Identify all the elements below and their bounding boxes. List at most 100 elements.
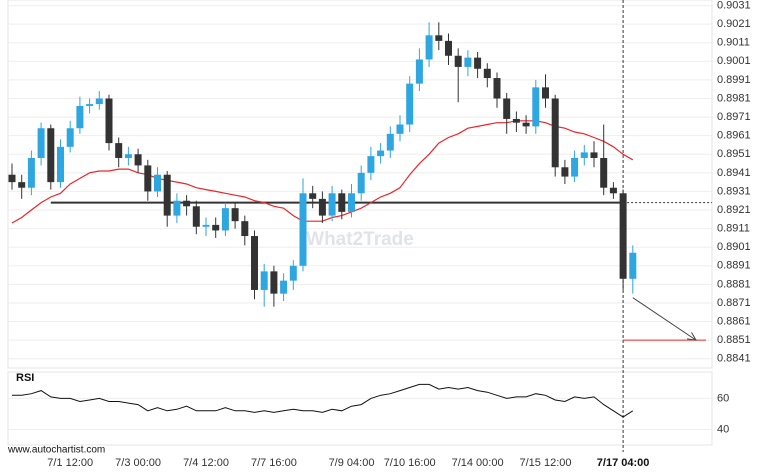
candle-body — [134, 154, 142, 166]
candle-body — [406, 83, 414, 125]
y-tick-label: 0.9011 — [717, 37, 750, 49]
candle-body — [493, 78, 501, 99]
candle-body — [105, 98, 113, 144]
candle-body — [464, 57, 472, 67]
candle-body — [415, 59, 423, 84]
candle-body — [57, 146, 64, 183]
x-tick-label: 7/15 12:00 — [520, 457, 572, 469]
candle-body — [18, 182, 26, 188]
y-tick-label: 0.8951 — [717, 148, 751, 160]
y-tick-label: 0.8931 — [717, 185, 751, 197]
candle-body — [474, 57, 482, 69]
y-tick-label: 0.8911 — [717, 223, 750, 235]
y-tick-label: 0.8981 — [717, 92, 751, 104]
watermark: What2Trade — [306, 229, 414, 250]
rsi-tick-label: 40 — [717, 423, 729, 435]
candle-body — [522, 122, 530, 127]
candle-body — [561, 167, 569, 177]
candle-body — [299, 193, 307, 266]
candle-body — [590, 152, 598, 158]
candle-body — [95, 98, 103, 105]
candle-body — [580, 152, 588, 158]
rsi-tick-label: 60 — [717, 392, 729, 404]
candle-body — [629, 252, 637, 279]
candle-body — [483, 68, 491, 79]
y-tick-label: 0.8961 — [717, 130, 751, 142]
x-tick-label: 7/3 00:00 — [115, 457, 161, 469]
candle-body — [212, 224, 220, 231]
candle-body — [445, 40, 452, 56]
candle-body — [348, 193, 355, 212]
x-tick-label: 7/7 16:00 — [251, 457, 297, 469]
x-tick-label: 7/10 16:00 — [384, 457, 436, 469]
y-tick-label: 0.8861 — [717, 315, 751, 327]
candle-body — [231, 208, 239, 222]
candle-body — [86, 104, 94, 106]
candle-body — [289, 265, 297, 281]
y-tick-label: 0.8851 — [717, 334, 751, 346]
y-tick-label: 0.9021 — [717, 18, 751, 30]
candle-body — [37, 128, 45, 158]
x-tick-label: 7/1 12:00 — [47, 457, 93, 469]
x-tick-label: 7/14 00:00 — [452, 457, 504, 469]
candle-body — [318, 198, 326, 216]
price-panel — [7, 0, 713, 369]
candle-body — [66, 128, 74, 147]
target-arrow — [632, 297, 697, 341]
candle-body — [124, 154, 132, 158]
y-tick-label: 0.8971 — [717, 111, 751, 123]
x-tick-label: 7/17 04:00 — [597, 457, 650, 469]
candle-body — [512, 118, 520, 123]
candle-body — [609, 187, 617, 194]
candle-body — [202, 224, 210, 227]
arrow-head — [687, 332, 697, 341]
candle-body — [173, 200, 181, 216]
candle-body — [542, 87, 549, 99]
candle-body — [280, 280, 288, 294]
candle-body — [251, 236, 258, 290]
candle-body — [221, 208, 229, 231]
x-tick-label: 7/9 04:00 — [329, 457, 375, 469]
candle-body — [192, 206, 200, 227]
candle-body — [27, 157, 35, 188]
candle-body — [328, 193, 336, 216]
candle-body — [571, 157, 579, 177]
candle-body — [600, 157, 608, 188]
rsi-label: RSI — [16, 372, 34, 384]
candle-body — [115, 143, 123, 158]
candle-body — [425, 35, 433, 60]
candle-body — [163, 174, 171, 216]
candle-body — [386, 133, 394, 151]
candle-body — [377, 150, 385, 157]
candle-body — [154, 174, 161, 192]
candle-body — [144, 165, 152, 192]
candle-body — [435, 35, 443, 41]
candle-body — [367, 156, 375, 173]
candle-body — [454, 55, 462, 67]
candle-body — [503, 98, 511, 119]
x-tick-label: 7/4 12:00 — [183, 457, 229, 469]
candle-body — [338, 193, 346, 212]
candle-body — [8, 174, 16, 183]
y-tick-label: 0.8891 — [717, 260, 751, 272]
candle-body — [619, 193, 627, 279]
candle-body — [183, 200, 191, 207]
y-tick-label: 0.8871 — [717, 297, 751, 309]
y-tick-label: 0.9001 — [717, 55, 751, 67]
rsi-line — [12, 383, 634, 418]
y-tick-label: 0.8991 — [717, 74, 751, 86]
y-tick-label: 0.8941 — [717, 167, 751, 179]
y-tick-label: 0.8881 — [717, 278, 751, 290]
source: www.autochartist.com — [7, 445, 105, 456]
y-tick-label: 0.9031 — [717, 0, 751, 11]
y-tick-label: 0.8901 — [717, 241, 751, 253]
candle-body — [309, 193, 317, 199]
y-tick-label: 0.8841 — [717, 353, 751, 365]
y-tick-label: 0.8921 — [717, 204, 751, 216]
candle-body — [357, 172, 365, 194]
candle-body — [47, 128, 55, 183]
candle-body — [551, 98, 559, 168]
candle-body — [396, 124, 404, 134]
candle-body — [241, 221, 249, 237]
